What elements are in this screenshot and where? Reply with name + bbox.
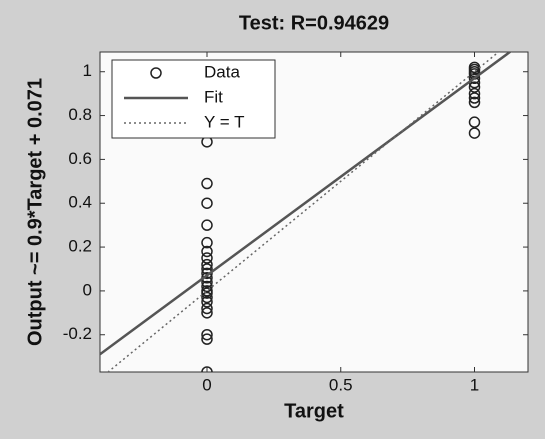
data-point (468, 96, 481, 109)
data-point (468, 87, 481, 100)
data-point (201, 291, 213, 304)
data-point (201, 302, 213, 315)
identity-line (106, 52, 500, 372)
data-point (468, 92, 481, 104)
data-point (201, 236, 213, 249)
data-point (201, 252, 213, 264)
data-point (468, 127, 481, 139)
y-tick-label: 0.2 (68, 237, 92, 256)
data-point (201, 245, 213, 258)
x-axis-label: Target (284, 400, 344, 422)
data-point (201, 197, 213, 209)
data-point (201, 333, 213, 345)
legend-label: Y = T (204, 112, 244, 131)
legend-label: Fit (204, 87, 223, 106)
y-axis-label: Output ~= 0.9*Target + 0.071 (24, 78, 46, 346)
chart-title: Test: R=0.94629 (239, 12, 389, 34)
y-tick-label: -0.2 (63, 324, 92, 343)
y-tick-label: 0.8 (68, 105, 92, 124)
y-tick-label: 0.6 (68, 149, 92, 168)
y-tick-label: 1 (83, 61, 92, 80)
plot-layer (100, 52, 512, 372)
data-point (468, 116, 481, 128)
data-point (201, 328, 213, 341)
x-tick-label: 1 (470, 375, 479, 394)
y-tick-label: 0 (83, 280, 92, 299)
data-point (201, 280, 213, 293)
y-tick-label: 0.4 (68, 193, 92, 212)
data-point (201, 219, 213, 231)
data-point (468, 81, 481, 93)
fit-line (100, 52, 512, 356)
data-point (468, 72, 481, 85)
data-point (201, 296, 213, 308)
legend-marker (150, 67, 162, 79)
x-tick-label: 0 (202, 375, 211, 394)
data-point (201, 267, 213, 280)
legend-label: Data (204, 62, 240, 81)
data-point (201, 258, 213, 271)
x-tick-label: 0.5 (329, 375, 353, 394)
data-point (201, 307, 213, 319)
data-point (201, 276, 213, 288)
data-point (201, 285, 213, 297)
data-point (201, 177, 213, 190)
